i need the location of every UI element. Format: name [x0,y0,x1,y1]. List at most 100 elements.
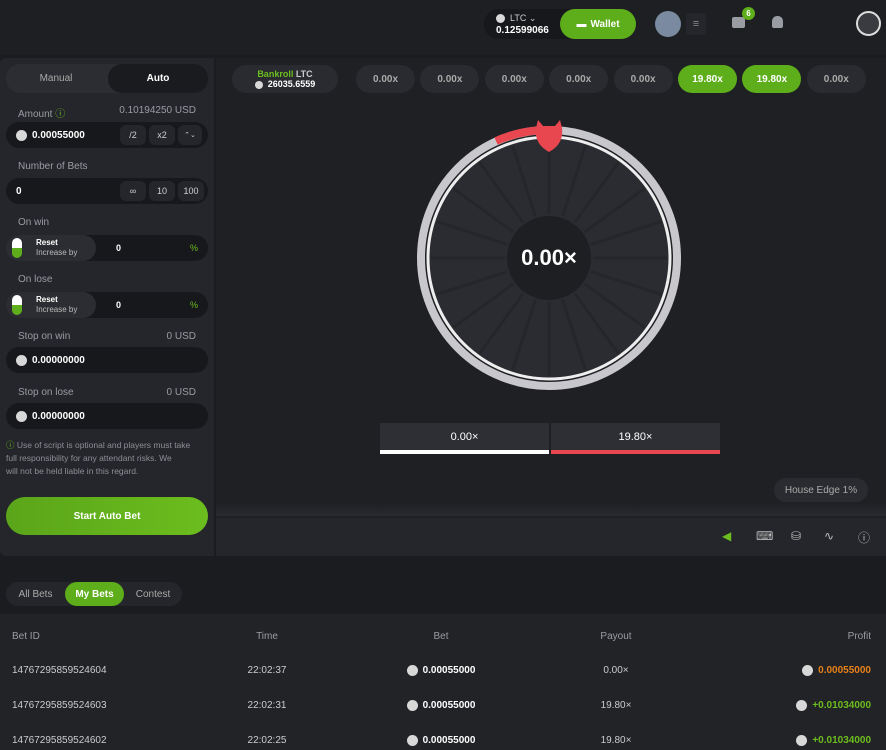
usd: 0 USD [166,387,196,398]
usd: 0.10194250 USD [119,105,196,116]
option[interactable]: 100 [178,181,204,201]
header: LTC ⌄ 0.12599066 ▬ Wallet ≡ 6 [0,0,886,55]
tab[interactable]: My Bets [65,582,124,606]
cell-value: +0.01034000 [812,735,871,747]
outcome: 19.80× [551,423,720,454]
cell: 14767295859524602 [12,735,107,746]
half-button[interactable]: /2 [120,125,146,145]
wallet-text: Wallet [590,18,620,30]
start-button[interactable]: Start Auto Bet [6,497,208,535]
stop-lose-input[interactable]: 0.00000000 [6,403,208,429]
label: On win [18,217,50,228]
cell-value: 0.00055000 [818,665,871,677]
coin-icon [796,735,808,746]
coin-icon [406,700,418,711]
tab[interactable]: Manual [39,73,73,84]
spoke [573,292,620,355]
column-header: Payout [600,631,632,642]
sound-icon[interactable]: ◀ [722,529,732,543]
keyboard-icon[interactable]: ⌨ [756,529,774,543]
cell-value: 0.00055000 [422,700,476,712]
unit: % [190,300,199,310]
value: 0.00000000 [32,354,85,366]
mail-icon[interactable] [732,17,745,28]
note-line: will not be held liable in this regard. [6,466,139,476]
avatar[interactable] [655,11,681,37]
note: ⓘ Use of script is optional and players … [6,440,191,476]
history-pill: 19.80x [678,65,737,93]
stepper[interactable]: ⌃⌄ [178,125,202,145]
value: 0.00000000 [32,410,85,422]
badge: 6 [742,7,755,20]
game: Bankroll LTC 26035.6559 0.00x 0.00x 0.00x 0… [216,58,886,556]
history-pill: 0.00x [613,65,673,93]
spoke [511,145,537,217]
label: On lose [18,274,53,285]
tab[interactable]: Contest [135,588,171,600]
coin-icon [802,665,814,676]
spoke [436,220,508,246]
tab[interactable]: Auto [108,64,208,93]
history-pill: 0.00x [356,65,415,93]
spoke [583,282,646,329]
trash-icon[interactable]: ⛁ [791,529,802,543]
coin-icon [796,700,808,711]
reset: Reset [36,238,58,247]
bankroll-value: 26035.6559 [267,79,316,89]
menu-icon[interactable]: ≡ [686,13,706,35]
cell: 14767295859524603 [12,700,107,711]
tab[interactable]: All Bets [18,588,53,600]
coin-icon [406,665,418,676]
floor [216,504,886,516]
balance: 0.12599066 [496,25,549,36]
label: Number of Bets [18,161,88,172]
toolbar: ◀ ⌨ ⛁ ∿ ⓘ [216,518,886,556]
stop-win-input[interactable]: 0.00000000 [6,347,208,373]
bet-tabs: All Bets My Bets Contest [6,582,182,606]
cell: 22:02:31 [247,700,287,711]
house-edge: House Edge 1% [774,478,868,502]
bets-table: Bet ID Time Bet Payout Profit 147672958595246… [0,614,886,750]
increase: Increase by [36,248,78,257]
label: Amount ⓘ [18,109,66,120]
cell-value: 0.00055000 [422,665,476,677]
note-line: Use of script is optional and players mu… [16,440,191,450]
profile-icon[interactable] [856,11,881,36]
cell-value: 0.00055000 [422,735,476,747]
spoke [436,270,508,296]
option[interactable]: 10 [149,181,175,201]
spoke [573,161,620,224]
cell: 22:02:37 [247,665,287,676]
label: Stop on win [18,331,71,342]
help-icon[interactable]: ⓘ [858,531,871,545]
unit: % [190,243,199,253]
outcome: 0.00× [380,423,549,454]
history-pill: 19.80x [742,65,802,93]
value: 0 [116,243,122,253]
increase: Increase by [36,305,78,314]
double-button[interactable]: x2 [149,125,175,145]
history-pill: 0.00x [806,65,866,93]
wallet-button[interactable]: ▬ Wallet [560,9,636,39]
spoke [590,220,662,246]
controls: Manual Auto Amount ⓘ 0.10194250 USD 0.00… [0,58,214,556]
value: 0.00055000 [32,129,85,141]
label-text: Amount [18,109,53,120]
cell: 0.00055000 [361,665,521,676]
usd: 0 USD [166,331,196,342]
coin-icon [406,735,418,746]
bell-icon[interactable] [772,16,783,28]
toggle-dot [12,238,22,258]
cell-value: +0.01034000 [812,700,871,712]
spoke [511,299,537,371]
center-value: 0.00× [521,245,577,270]
option[interactable]: ∞ [120,181,146,201]
wheel: 0.00× [417,120,681,390]
spoke [561,145,587,217]
history-pill: 0.00x [549,65,609,93]
chart-icon[interactable]: ∿ [824,529,835,543]
rule-row[interactable]: Reset Increase by 0% [6,235,208,261]
spoke [452,187,515,234]
rule-row[interactable]: Reset Increase by 0% [6,292,208,318]
